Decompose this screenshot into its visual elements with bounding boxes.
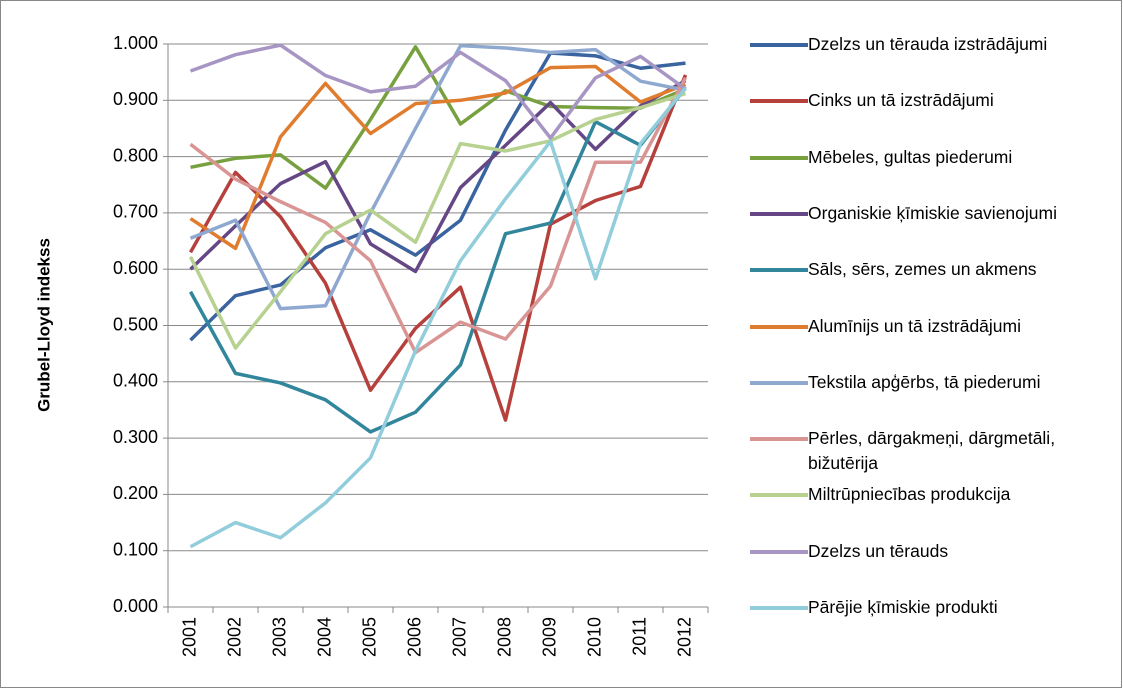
legend-item: Sāls, sērs, zemes un akmens [750, 257, 1110, 282]
y-tick-label: 0.700 [113, 202, 158, 222]
y-tick-label: 0.000 [113, 596, 158, 616]
legend-label: Cinks un tā izstrādājumi [808, 90, 994, 111]
series-line [189, 43, 686, 311]
legend-item: Miltrūpniecības produkcija [750, 482, 1110, 507]
x-tick-label: 2005 [359, 617, 379, 657]
y-axis-label: Grubel-Lloyd indekss [34, 238, 53, 412]
legend-label: Alumīnijs un tā izstrādājumi [808, 315, 1021, 336]
x-tick-label: 2003 [269, 617, 289, 657]
y-tick-label: 0.800 [113, 145, 158, 165]
series-line [189, 43, 687, 140]
y-tick-label: 1.000 [113, 33, 158, 53]
series-line [188, 86, 687, 434]
legend-swatch [750, 99, 808, 104]
y-tick-label: 0.900 [113, 89, 158, 109]
legend-label: Organiskie ķīmiskie savienojumi [808, 202, 1057, 223]
x-tick-label: 2004 [314, 617, 334, 657]
legend-swatch [750, 324, 808, 329]
y-tick-label: 0.200 [113, 483, 158, 503]
y-tick-label: 0.500 [113, 314, 158, 334]
y-tick-label: 0.400 [113, 371, 158, 391]
x-tick-label: 2011 [629, 617, 649, 656]
legend-swatch [750, 493, 808, 498]
x-tick-label: 2001 [179, 617, 199, 657]
x-tick-label: 2012 [674, 617, 694, 657]
series-line [189, 86, 687, 549]
legend-item: Cinks un tā izstrādājumi [750, 88, 1110, 113]
legend-swatch [750, 380, 808, 385]
legend-label: Pērles, dārgakmeņi, dārgmetāli, bižutēri… [808, 428, 1056, 474]
x-tick-label: 2002 [224, 617, 244, 657]
legend-swatch [750, 43, 808, 47]
x-tick-label: 2010 [584, 617, 604, 657]
legend-swatch [750, 549, 808, 554]
x-tick-label: 2007 [449, 617, 469, 657]
legend-label: Tekstila apģērbs, tā piederumi [808, 371, 1041, 392]
legend-swatch [750, 268, 808, 273]
legend-label: Sāls, sērs, zemes un akmens [808, 259, 1037, 280]
legend-item: Dzelzs un tērauds [750, 539, 1110, 564]
y-tick-label: 0.600 [113, 258, 158, 278]
legend-item: Organiskie ķīmiskie savienojumi [750, 201, 1110, 226]
series-line [189, 79, 687, 274]
y-tick-label: 0.100 [113, 539, 158, 559]
x-tick-label: 2008 [494, 617, 514, 657]
legend-label: Mēbeles, gultas piederumi [808, 146, 1013, 167]
legend-label: Pārējie ķīmiskie produkti [808, 597, 998, 617]
legend-swatch [750, 437, 808, 442]
legend-item: Pērles, dārgakmeņi, dārgmetāli, bižutēri… [750, 426, 1110, 476]
legend-item: Tekstila apģērbs, tā piederumi [750, 370, 1110, 395]
legend-swatch [750, 211, 808, 216]
legend-item: Pārējie ķīmiskie produkti [750, 595, 1110, 620]
y-tick-label: 0.300 [113, 427, 158, 447]
series-line [189, 76, 688, 355]
x-tick-label: 2006 [404, 617, 424, 657]
legend-item: Dzelzs un tērauda izstrādājumi [750, 32, 1110, 57]
legend-label: Dzelzs un tērauds [808, 540, 949, 561]
legend-swatch [750, 606, 808, 610]
legend-item: Mēbeles, gultas piederumi [750, 145, 1110, 170]
legend-label: Miltrūpniecības produkcija [808, 484, 1011, 505]
legend-label: Dzelzs un tērauda izstrādājumi [808, 34, 1048, 54]
legend-swatch [750, 155, 808, 160]
legend-item: Alumīnijs un tā izstrādājumi [750, 314, 1110, 339]
x-tick-label: 2009 [539, 617, 559, 657]
series-line [189, 51, 686, 342]
series-line [188, 91, 687, 350]
